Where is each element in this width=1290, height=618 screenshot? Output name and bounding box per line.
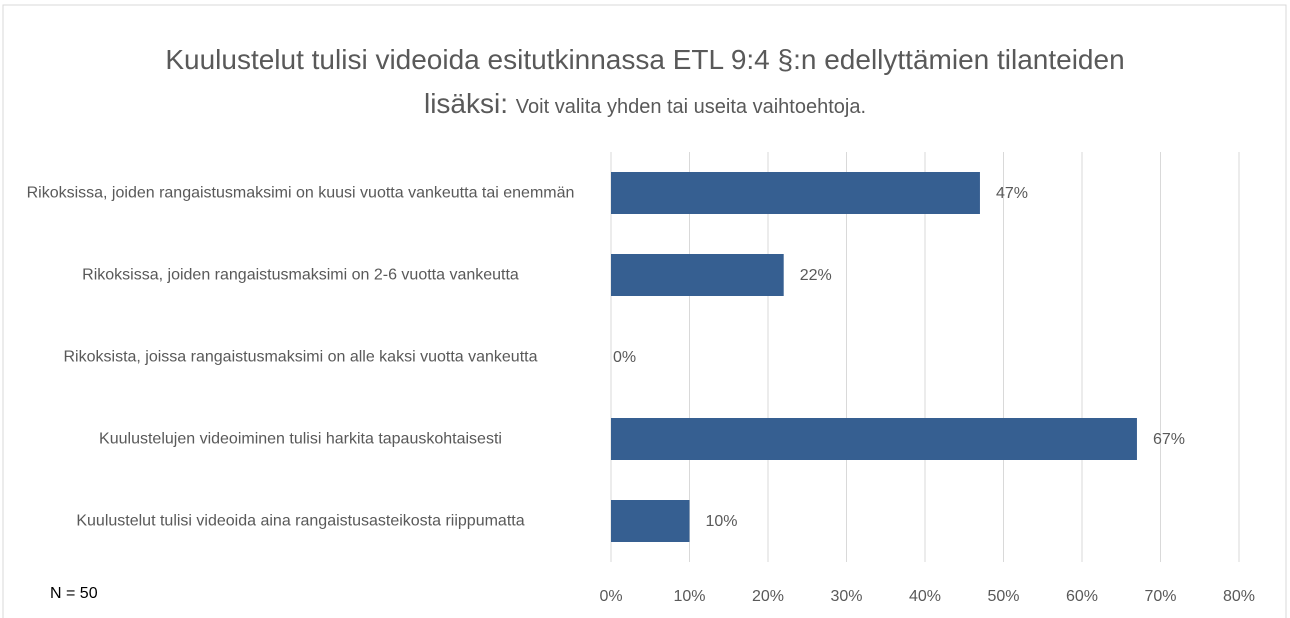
x-tick-label: 30% <box>830 588 862 605</box>
chart-title: Kuulustelut tulisi videoida esitutkinnas… <box>165 44 1125 119</box>
chart-title-block: Kuulustelut tulisi videoida esitutkinnas… <box>135 38 1155 129</box>
y-tick-label: Kuulustelut tulisi videoida aina rangais… <box>76 512 525 530</box>
data-label: 47% <box>996 185 1028 202</box>
bar <box>611 172 980 214</box>
x-tick-label: 80% <box>1223 588 1255 605</box>
data-label: 22% <box>800 267 832 284</box>
chart-subtitle: Voit valita yhden tai useita vaihtoehtoj… <box>515 96 867 118</box>
x-tick-label: 50% <box>987 588 1019 605</box>
x-tick-label: 60% <box>1066 588 1098 605</box>
bar <box>611 418 1137 460</box>
x-tick-label: 70% <box>1144 588 1176 605</box>
y-tick-label: Rikoksista, joissa rangaistusmaksimi on … <box>63 348 538 366</box>
data-label: 0% <box>613 349 636 366</box>
y-tick-label: Kuulustelujen videoiminen tulisi harkita… <box>99 430 502 448</box>
data-label: 67% <box>1153 431 1185 448</box>
y-tick-label: Rikoksissa, joiden rangaistusmaksimi on … <box>26 184 575 202</box>
note: N = 50 <box>50 585 98 602</box>
bar <box>611 254 784 296</box>
bar <box>611 500 690 542</box>
data-label: 10% <box>706 513 738 530</box>
y-tick-label: Rikoksissa, joiden rangaistusmaksimi on … <box>82 266 519 284</box>
x-tick-label: 0% <box>599 588 622 605</box>
x-tick-label: 10% <box>673 588 705 605</box>
x-tick-label: 40% <box>909 588 941 605</box>
x-tick-label: 20% <box>752 588 784 605</box>
chart-border <box>2 4 1287 618</box>
